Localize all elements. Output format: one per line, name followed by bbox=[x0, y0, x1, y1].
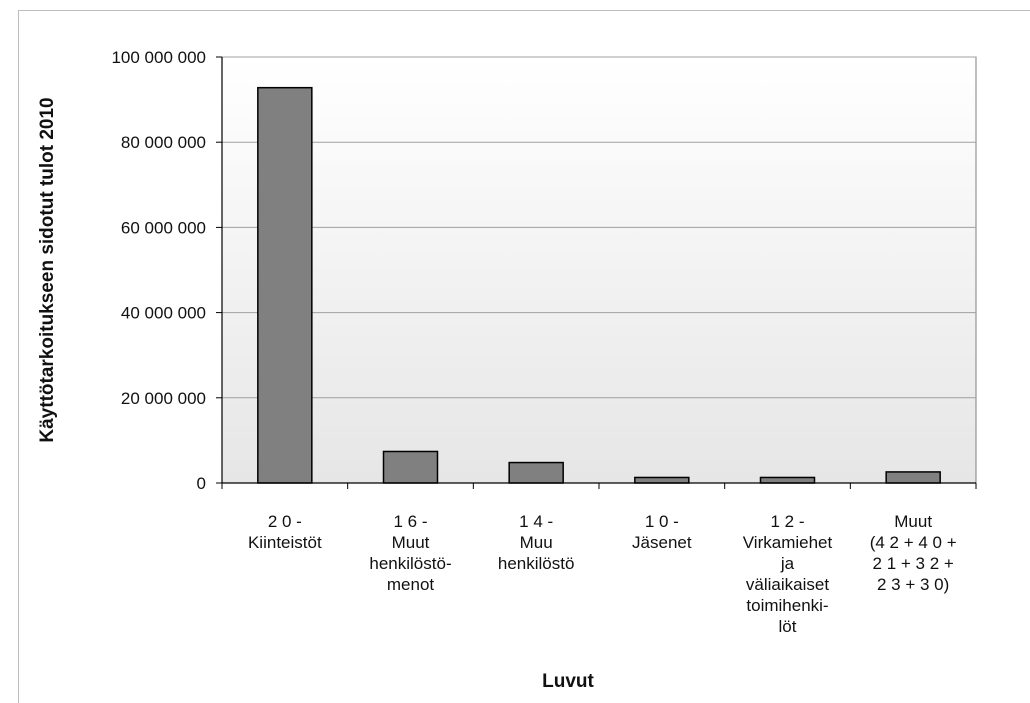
y-tick-label: 60 000 000 bbox=[121, 218, 206, 237]
bar bbox=[885, 471, 941, 484]
bar bbox=[634, 476, 690, 484]
y-tick-label: 20 000 000 bbox=[121, 389, 206, 408]
bars bbox=[257, 86, 941, 484]
bar bbox=[257, 86, 313, 484]
y-tick-label: 40 000 000 bbox=[121, 304, 206, 323]
x-tick-label: 1 4 -Muu henkilöstö bbox=[498, 512, 575, 573]
y-tick-label: 0 bbox=[197, 474, 206, 493]
x-tick-label: Muut (4 2 + 4 0 +2 1 + 3 2 +2 3 + 3 0) bbox=[870, 512, 957, 594]
x-tick-label: 2 0 -Kiinteistöt bbox=[248, 512, 322, 552]
y-tick-labels: 0 20 000 000 40 000 000 60 000 000 80 000 00… bbox=[111, 48, 206, 493]
y-axis-title: Käyttötarkoitukseen sidotut tulot 2010 bbox=[37, 97, 58, 442]
plot-area bbox=[221, 56, 977, 484]
y-tick-label: 80 000 000 bbox=[121, 133, 206, 152]
x-axis-title: Luvut bbox=[542, 671, 594, 692]
axes bbox=[216, 56, 977, 489]
gridlines bbox=[222, 56, 976, 399]
y-tick-label: 100 000 000 bbox=[111, 48, 206, 67]
bar bbox=[508, 461, 564, 484]
x-tick-label: 1 0 -Jäsenet bbox=[632, 512, 692, 552]
chart-frame bbox=[18, 10, 1030, 703]
bar bbox=[382, 450, 439, 484]
bar bbox=[759, 476, 816, 484]
x-tick-label: 1 6 -Muut henkilöstö-menot bbox=[369, 512, 451, 594]
plot-background bbox=[221, 56, 977, 484]
x-tick-labels: 2 0 -Kiinteistöt 1 6 -Muut henkilöstö-meno… bbox=[248, 512, 957, 636]
x-tick-label: 1 2 -Virkamiehet ja väliaikaiset toimihenki… bbox=[743, 512, 833, 636]
